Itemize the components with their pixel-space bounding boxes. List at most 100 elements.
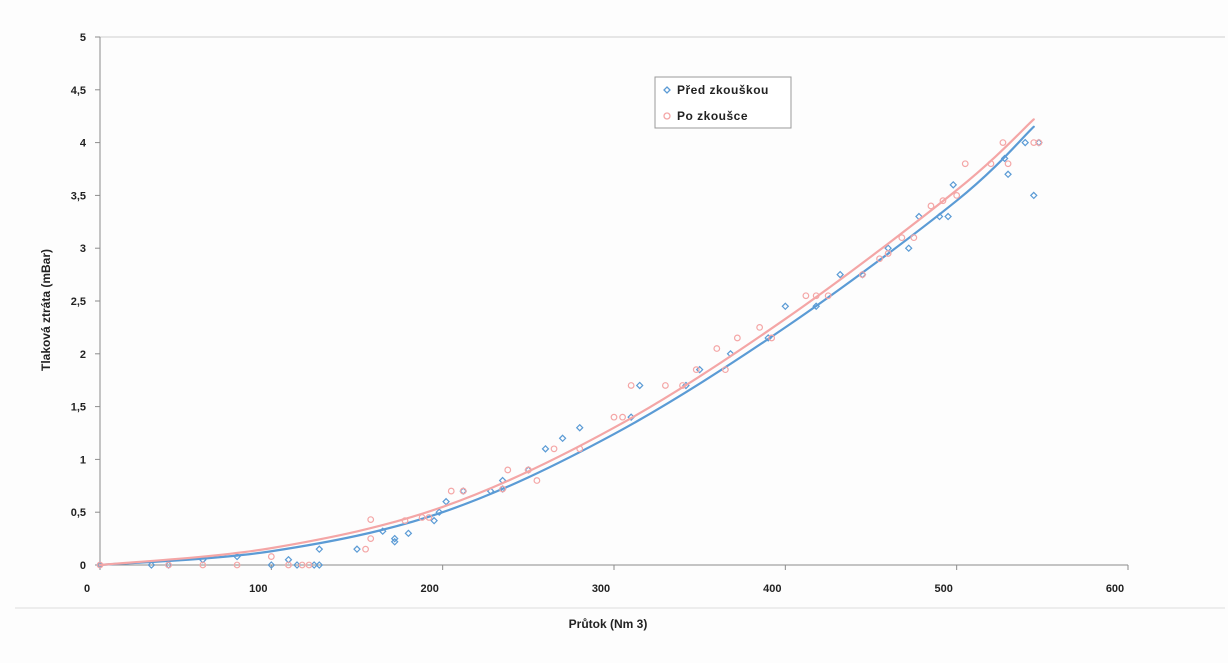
data-point [610, 413, 618, 421]
data-point [1029, 191, 1038, 200]
legend-marker-after-test [663, 112, 671, 120]
data-point [756, 324, 764, 331]
data-point [1000, 154, 1009, 163]
data-point [635, 381, 644, 390]
trendline-1 [98, 118, 1035, 567]
data-point [378, 527, 387, 536]
data-point [267, 553, 275, 560]
y-tick-label: 5 [80, 32, 86, 44]
data-point [679, 382, 686, 389]
data-point [733, 334, 741, 342]
data-point [695, 365, 704, 374]
data-point [910, 234, 918, 242]
data-point [619, 413, 626, 421]
data-point [533, 477, 541, 484]
y-axis-title: Tlaková ztráta (mBar) [39, 249, 53, 371]
data-point [233, 552, 241, 561]
data-point [836, 270, 845, 279]
data-point [627, 382, 635, 389]
data-point [949, 180, 958, 189]
data-point [298, 561, 306, 569]
data-point [353, 545, 361, 554]
data-point [812, 292, 820, 300]
data-point [859, 271, 866, 279]
legend-box [654, 76, 792, 129]
plot-area [15, 36, 1225, 609]
legend-marker-before-test [663, 86, 671, 94]
data-point [1004, 170, 1012, 179]
data-point [459, 487, 467, 495]
data-point [401, 517, 409, 525]
y-tick-label: 3,5 [71, 190, 86, 202]
y-tick-label: 2,5 [71, 296, 86, 308]
data-point [558, 434, 567, 443]
y-tick-label: 0,5 [71, 507, 86, 519]
data-point [939, 197, 947, 205]
data-point [499, 485, 507, 493]
data-point [999, 139, 1007, 147]
data-point [367, 516, 375, 523]
data-point [430, 516, 438, 525]
data-point [96, 561, 104, 569]
data-point [147, 561, 156, 569]
x-tick-label: 400 [763, 583, 781, 595]
data-point [524, 466, 532, 474]
data-point [1004, 160, 1012, 168]
data-point [781, 302, 790, 311]
data-point [425, 514, 433, 521]
legend-item-before-test: Před zkouškou [663, 83, 769, 97]
data-point [662, 382, 669, 389]
data-point [435, 508, 444, 517]
x-tick-label: 0 [84, 583, 90, 595]
data-point [812, 302, 821, 311]
data-point [315, 561, 324, 569]
series-layer [96, 118, 1043, 569]
x-tick-label: 100 [249, 583, 267, 595]
data-point [927, 202, 935, 210]
data-point [961, 160, 969, 168]
data-point [404, 529, 413, 538]
data-point [944, 212, 952, 221]
data-point [1021, 138, 1030, 147]
data-point [1035, 139, 1043, 147]
data-point [442, 497, 450, 506]
data-point [285, 561, 292, 569]
data-point [541, 444, 550, 453]
trendline-0 [98, 125, 1035, 567]
data-point [884, 250, 892, 257]
y-tick-label: 1 [80, 454, 86, 466]
data-point [953, 191, 961, 199]
data-point [165, 561, 172, 569]
data-point [504, 466, 512, 474]
y-tick-label: 3 [80, 243, 86, 255]
data-point [575, 423, 584, 432]
legend-label-before-test: Před zkouškou [677, 83, 769, 97]
x-tick-label: 600 [1106, 583, 1124, 595]
data-point [904, 244, 913, 253]
data-point [713, 345, 721, 352]
y-tick-label: 4,5 [71, 85, 86, 97]
legend: Před zkouškou Po zkoušce [654, 76, 792, 129]
legend-label-after-test: Po zkoušce [677, 109, 748, 123]
x-tick-label: 200 [420, 583, 438, 595]
data-point [576, 445, 584, 453]
x-tick-label: 300 [592, 583, 610, 595]
data-point [898, 234, 906, 242]
data-point [550, 445, 558, 453]
data-point [764, 334, 773, 342]
y-axis: 0 0,5 1 1,5 2 2,5 3 3,5 4 4,5 5 [71, 32, 101, 572]
data-point [721, 366, 729, 374]
y-tick-label: 2 [80, 349, 86, 361]
x-axis-title: Průtok (Nm 3) [569, 617, 648, 631]
data-point [362, 545, 369, 553]
data-point [267, 561, 276, 569]
data-point [987, 160, 995, 168]
data-point [418, 514, 426, 521]
series-0 [96, 125, 1043, 569]
data-point [315, 545, 324, 554]
data-point [824, 292, 832, 300]
data-point [390, 534, 399, 543]
data-point [935, 212, 944, 221]
data-point [233, 561, 241, 569]
